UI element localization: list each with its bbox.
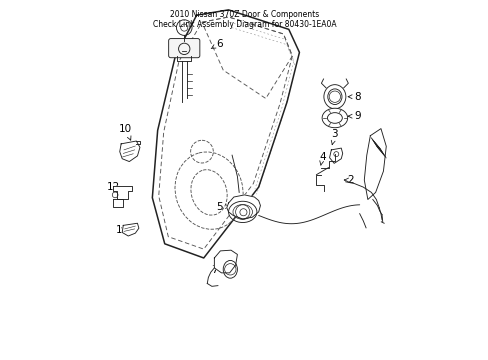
Text: 4: 4 bbox=[319, 152, 325, 165]
Text: 11: 11 bbox=[115, 225, 128, 235]
Text: 5: 5 bbox=[216, 202, 229, 212]
Polygon shape bbox=[214, 250, 237, 273]
Text: 10: 10 bbox=[119, 123, 132, 140]
Polygon shape bbox=[122, 223, 139, 236]
Text: 3: 3 bbox=[330, 129, 338, 145]
Text: 6: 6 bbox=[211, 39, 223, 49]
Polygon shape bbox=[226, 195, 260, 219]
FancyBboxPatch shape bbox=[168, 39, 200, 58]
Polygon shape bbox=[364, 129, 386, 199]
Ellipse shape bbox=[323, 85, 345, 109]
Ellipse shape bbox=[322, 108, 347, 128]
Text: 2: 2 bbox=[344, 175, 353, 185]
Text: 1: 1 bbox=[367, 147, 378, 157]
Text: 2010 Nissan 370Z Door & Components
Check Link Assembly Diagram for 80430-1EA0A: 2010 Nissan 370Z Door & Components Check… bbox=[152, 10, 336, 29]
Polygon shape bbox=[120, 141, 140, 162]
Text: 8: 8 bbox=[347, 92, 361, 102]
Text: 7: 7 bbox=[211, 264, 221, 275]
Polygon shape bbox=[112, 199, 123, 207]
Polygon shape bbox=[112, 186, 132, 199]
Text: 9: 9 bbox=[347, 111, 361, 121]
Text: 12: 12 bbox=[106, 182, 120, 192]
